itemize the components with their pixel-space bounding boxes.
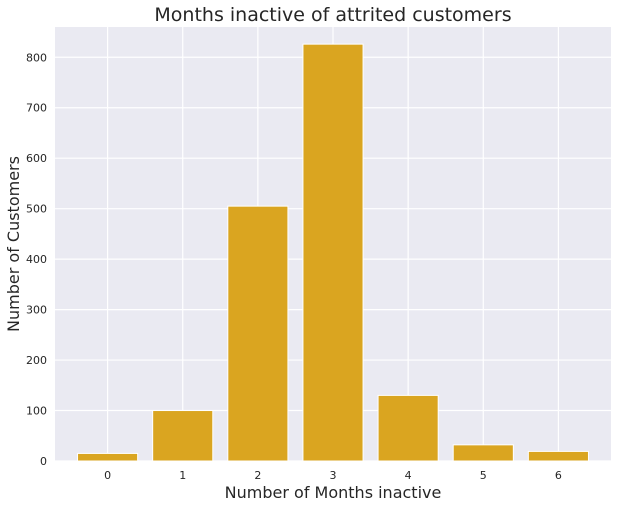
x-tick-label: 1 (179, 469, 186, 482)
y-tick-labels: 0 100 200 300 400 500 600 700 800 (26, 51, 47, 468)
bars (77, 43, 589, 462)
x-tick-label: 4 (405, 469, 412, 482)
y-tick-label: 0 (40, 455, 47, 468)
bar-2 (227, 205, 289, 462)
chart-title: Months inactive of attrited customers (154, 4, 511, 26)
bar-0 (77, 452, 139, 462)
y-tick-label: 300 (26, 304, 47, 317)
y-tick-label: 500 (26, 203, 47, 216)
x-tick-label: 5 (480, 469, 487, 482)
bar-5 (452, 444, 514, 462)
bar-3 (302, 43, 364, 462)
y-axis-label: Number of Customers (4, 156, 23, 332)
x-tick-label: 0 (104, 469, 111, 482)
y-tick-label: 600 (26, 152, 47, 165)
y-tick-label: 800 (26, 51, 47, 64)
bar-6 (527, 450, 589, 462)
y-tick-label: 700 (26, 102, 47, 115)
bar-4 (377, 394, 439, 462)
x-axis-label: Number of Months inactive (225, 483, 442, 502)
y-tick-label: 200 (26, 354, 47, 367)
y-tick-label: 400 (26, 253, 47, 266)
x-tick-label: 6 (555, 469, 562, 482)
bar-1 (152, 410, 214, 462)
x-tick-label: 3 (330, 469, 337, 482)
y-tick-label: 100 (26, 405, 47, 418)
x-tick-label: 2 (254, 469, 261, 482)
x-tick-labels: 0 1 2 3 4 5 6 (104, 469, 562, 482)
